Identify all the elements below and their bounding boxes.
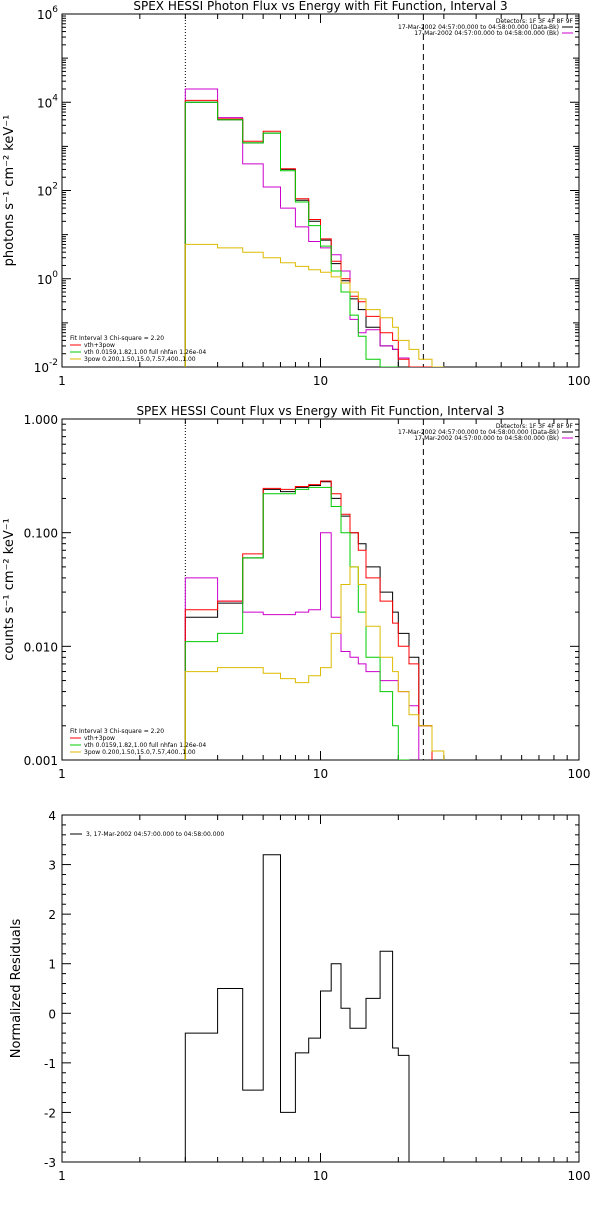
series-line-bk (184, 532, 420, 760)
y-tick-base: 10 (37, 96, 52, 110)
y-tick-base: 10 (34, 361, 49, 375)
legend-bottomleft-text: 3pow 0.200,1.50,15.0,7.57,400.,1.00 (84, 749, 196, 756)
legend-bottomleft-text: Fit Interval 3 Chi-square = 2.20 (70, 335, 164, 342)
y-tick-label: 3 (48, 859, 56, 873)
series-line-vth (184, 486, 410, 760)
y-tick-label: 2 (48, 908, 56, 922)
y-tick-base: 10 (37, 8, 52, 22)
legend-bottomleft-text: 3pow 0.200,1.50,15.0,7.57,400.,1.00 (84, 356, 196, 363)
x-tick-label: 10 (313, 767, 328, 781)
plot-frame (61, 814, 580, 1163)
legend-topright-text: Detectors: 1F 3F 4F 8F 9F (496, 18, 574, 25)
chart-title: SPEX HESSI Count Flux vs Energy with Fit… (136, 404, 504, 418)
y-tick-label: -1 (44, 1057, 56, 1071)
y-tick-label: -2 (44, 1106, 56, 1120)
series-line-vth-3pow (184, 480, 433, 760)
legend-bottomleft-text: vth+3pow (84, 342, 115, 349)
series-group (184, 480, 445, 760)
y-tick-exponent: 6 (52, 5, 58, 15)
x-tick-label: 1 (58, 374, 66, 388)
legend-topright-text: 17-Mar-2002 04:57:00.000 to 04:58:00.000… (414, 435, 559, 442)
legend-topright-text: Detectors: 1F 3F 4F 8F 9F (496, 423, 574, 430)
series-line-3pow (184, 566, 445, 760)
x-tick-label: 100 (568, 767, 591, 781)
series-line-bk (184, 88, 420, 367)
legend-bottomleft-text: vth 0.0159,1.82,1.00 full nhfan 1.26e-04 (84, 349, 206, 356)
y-tick-label: 0.010 (24, 640, 58, 654)
y-tick-label: 4 (48, 809, 56, 823)
legend-topright-text: 17-Mar-2002 04:57:00.000 to 04:58:00.000… (414, 30, 559, 37)
legend-bottomleft-text: vth+3pow (84, 735, 115, 742)
series-group (184, 88, 445, 367)
y-axis-label: counts s⁻¹ cm⁻² keV⁻¹ (2, 518, 17, 661)
y-tick-exponent: 0 (52, 270, 58, 280)
y-tick-label: 104 (37, 93, 58, 110)
y-tick-label: 0.001 (24, 754, 58, 768)
x-tick-label: 1 (58, 1169, 66, 1183)
y-tick-label: -3 (44, 1156, 56, 1170)
chart-panel-3: 1 10 100 -3 -2 -1 0 1 2 3 4 Normalized Residuals 3, … (9, 809, 590, 1183)
y-tick-label: 10-2 (34, 358, 58, 375)
y-tick-base: 10 (37, 273, 52, 287)
x-tick-label: 100 (568, 1169, 591, 1183)
y-tick-exponent: 4 (52, 93, 58, 103)
plot-frame (61, 13, 580, 368)
x-tick-label: 1 (58, 767, 66, 781)
series-group (184, 854, 410, 1162)
legend-topright-text: 17-Mar-2002 04:57:00.000 to 04:58:00.000… (398, 429, 559, 436)
series-line-data-bk (184, 101, 420, 367)
series-line-residuals (184, 854, 410, 1162)
chart-panel-2: SPEX HESSI Count Flux vs Energy with Fit… (2, 404, 590, 781)
y-tick-label: 100 (37, 270, 58, 287)
y-axis-label: photons s⁻¹ cm⁻² keV⁻¹ (2, 115, 17, 267)
legend-topright-text: 17-Mar-2002 04:57:00.000 to 04:58:00.000… (398, 24, 559, 31)
y-tick-label: 0.100 (24, 527, 58, 541)
x-tick-label: 100 (568, 374, 591, 388)
series-line-vth (184, 101, 399, 367)
legend-bottomleft-text: vth 0.0159,1.82,1.00 full nhfan 1.26e-04 (84, 742, 206, 749)
y-axis-label: Normalized Residuals (9, 919, 24, 1059)
y-tick-label: 0 (48, 1007, 56, 1021)
x-tick-label: 10 (313, 374, 328, 388)
y-tick-label: 102 (37, 182, 58, 199)
chart-title: SPEX HESSI Photon Flux vs Energy with Fi… (133, 0, 507, 13)
legend-bottomleft-text: Fit Interval 3 Chi-square = 2.20 (70, 728, 164, 735)
chart-panel-1: SPEX HESSI Photon Flux vs Energy with Fi… (2, 0, 590, 388)
x-tick-label: 10 (313, 1169, 328, 1183)
y-tick-exponent: -2 (49, 358, 58, 368)
y-tick-label: 106 (37, 5, 58, 22)
y-tick-base: 10 (37, 185, 52, 199)
legend-text: 3, 17-Mar-2002 04:57:00.000 to 04:58:00.… (86, 831, 224, 838)
series-line-data-bk (184, 481, 433, 760)
y-tick-label: 1 (48, 958, 56, 972)
series-line-3pow (184, 243, 445, 367)
y-tick-label: 1.000 (24, 413, 58, 427)
y-tick-exponent: 2 (52, 182, 58, 192)
